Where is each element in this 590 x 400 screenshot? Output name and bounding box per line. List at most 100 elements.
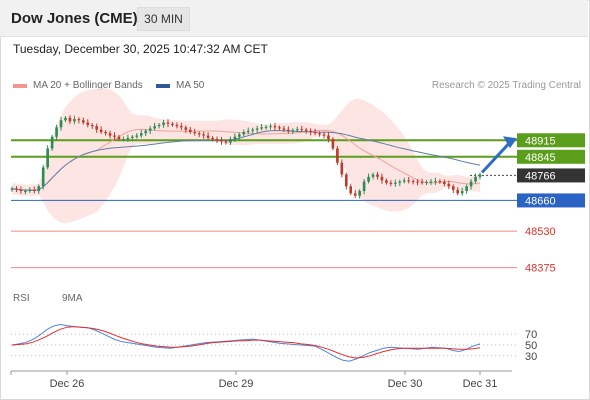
candle-body (73, 119, 76, 122)
candle-body (32, 189, 36, 191)
instrument-title: Dow Jones (CME) (11, 10, 138, 27)
candle-body (19, 189, 23, 191)
candle-body (197, 133, 201, 135)
candle-body (193, 132, 197, 134)
candle-body (358, 191, 361, 196)
candle-body (340, 162, 344, 175)
candle-body (478, 174, 482, 177)
header-bar: Dow Jones (CME) 30 MIN (0, 0, 588, 37)
rsi-level-label-50: 50 (525, 340, 537, 352)
candle-body (367, 176, 370, 182)
candle-body (269, 126, 272, 128)
candle-body (46, 148, 49, 168)
candle-body (99, 129, 103, 133)
candle-body (68, 117, 72, 122)
candle-body (344, 174, 348, 187)
candle-body (162, 122, 165, 125)
candle-body (278, 127, 281, 129)
candle-body (425, 182, 428, 184)
candle-body (175, 124, 179, 127)
rsi-line (11, 323, 481, 362)
legend-9ma: 9MA (62, 293, 83, 304)
candle-body (411, 181, 415, 183)
level-tag-48660 (517, 193, 585, 208)
candle-body (260, 127, 263, 129)
candle-body (180, 126, 183, 128)
candle-body (282, 128, 286, 130)
level-label-48915: 48915 (525, 135, 556, 147)
candle-body (474, 176, 477, 182)
candle-body (242, 132, 246, 135)
legend-ma50: MA 50 (156, 80, 204, 91)
candle-body (144, 130, 148, 134)
candle-body (28, 189, 32, 191)
forecast-arrow-head-icon (503, 136, 517, 149)
timestamp: Tuesday, December 30, 2025 10:47:32 AM C… (13, 42, 268, 56)
candle-body (131, 136, 134, 138)
candle-body (81, 120, 85, 123)
candle-body (246, 130, 250, 133)
level-tag-48845 (517, 149, 585, 164)
legend-ma20-bollinger: MA 20 + Bollinger Bands (13, 80, 143, 91)
candle-body (318, 133, 321, 135)
candle-body (327, 135, 330, 140)
candle-body (362, 181, 366, 191)
time-axis-label: Dec 29 (219, 378, 254, 390)
candle-body (184, 127, 188, 130)
rsi-level-label-30: 30 (525, 351, 537, 363)
candle-body (139, 133, 143, 136)
candle-body (229, 139, 232, 143)
candle-body (349, 186, 353, 194)
candle-body (104, 132, 107, 134)
legend-ma50-label: MA 50 (176, 80, 205, 91)
time-axis-label: Dec 26 (50, 378, 85, 390)
candle-body (206, 135, 210, 138)
candle-body (113, 135, 116, 137)
candle-body (309, 130, 312, 133)
candle-body (108, 133, 112, 136)
candle-body (331, 139, 335, 149)
candle-body (166, 122, 170, 124)
candle-body (407, 180, 411, 182)
candle-body (402, 180, 406, 182)
time-axis-label: Dec 31 (463, 378, 498, 390)
candle-body (117, 136, 121, 140)
candle-body (291, 130, 295, 132)
candle-body (122, 139, 125, 141)
candle-body (126, 137, 130, 140)
candle-body (64, 117, 67, 121)
time-axis-label: Dec 30 (388, 378, 423, 390)
timeframe-badge[interactable]: 30 MIN (137, 7, 190, 31)
candle-body (295, 129, 299, 131)
candle-body (389, 182, 393, 184)
candle-body (416, 181, 419, 183)
candle-body (24, 191, 27, 192)
legend-rsi: RSI (13, 293, 30, 304)
ma20-swatch-icon (13, 83, 27, 88)
candle-body (188, 129, 192, 133)
candle-body (255, 128, 259, 130)
ma50-line (11, 130, 481, 191)
candle-body (447, 183, 451, 187)
candle-body (10, 188, 14, 190)
legend-9ma-label: 9MA (62, 293, 83, 304)
candle-body (55, 127, 58, 137)
current-price-tag (517, 168, 585, 183)
candle-body (86, 122, 90, 125)
candle-body (385, 180, 388, 183)
level-label-48375: 48375 (525, 263, 556, 275)
candle-body (202, 134, 205, 136)
current-price-label: 48766 (525, 170, 556, 182)
candle-body (460, 191, 464, 194)
forecast-arrow-shaft (480, 141, 512, 174)
candle-body (135, 135, 139, 137)
candle-body (304, 129, 308, 131)
bollinger-band-area (12, 88, 480, 224)
candle-body (157, 124, 161, 127)
candle-body (336, 148, 339, 163)
candle-body (224, 141, 228, 143)
candle-body (77, 119, 81, 121)
candle-body (398, 181, 402, 183)
candle-body (15, 188, 18, 190)
